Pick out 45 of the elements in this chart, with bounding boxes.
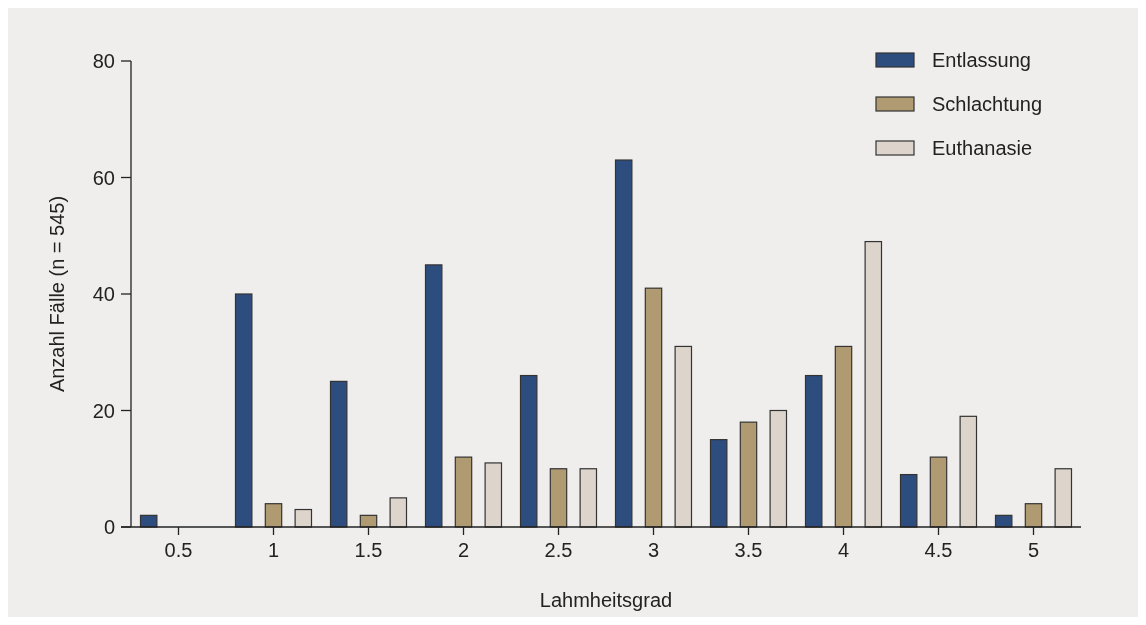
bar xyxy=(739,421,758,528)
legend-label: Schlachtung xyxy=(932,93,1043,115)
x-tick-label: 3 xyxy=(647,539,660,561)
x-tick-label: 5 xyxy=(1027,539,1040,561)
bar xyxy=(294,508,313,528)
y-tick-label: 80 xyxy=(92,50,115,72)
bar xyxy=(579,468,598,528)
bar xyxy=(454,456,473,528)
legend-label: Entlassung xyxy=(932,49,1031,71)
bar xyxy=(929,456,948,528)
bar xyxy=(674,345,693,528)
bar xyxy=(864,240,883,528)
bar xyxy=(234,293,253,528)
bar xyxy=(519,374,538,528)
y-tick-label: 60 xyxy=(92,166,115,189)
x-tick-label: 1.5 xyxy=(354,539,383,561)
y-tick-label: 40 xyxy=(92,283,115,305)
bar xyxy=(899,473,918,528)
bar xyxy=(329,380,348,528)
bar xyxy=(769,409,788,528)
bar xyxy=(804,374,823,528)
y-tick-label: 20 xyxy=(92,399,115,422)
bar xyxy=(1024,503,1043,528)
bar xyxy=(644,287,663,528)
bar xyxy=(1054,468,1073,528)
bar xyxy=(264,503,283,528)
y-tick-label: 0 xyxy=(103,516,115,538)
x-tick-label: 4.5 xyxy=(924,539,953,561)
bar xyxy=(424,264,443,528)
x-tick-label: 4 xyxy=(837,539,850,561)
bar xyxy=(709,439,728,528)
x-tick-label: 1 xyxy=(267,539,280,561)
legend-label: Euthanasie xyxy=(932,137,1033,159)
bar xyxy=(484,462,503,528)
x-tick-label: 0.5 xyxy=(164,539,193,561)
x-axis-title: Lahmheitsgrad xyxy=(539,589,673,611)
y-axis-title: Anzahl Fälle (n = 545) xyxy=(46,195,68,393)
x-tick-label: 3.5 xyxy=(734,539,763,561)
x-tick-label: 2 xyxy=(457,539,470,561)
bar xyxy=(614,159,633,528)
x-tick-label: 2.5 xyxy=(544,539,573,561)
bar xyxy=(549,468,568,528)
bar xyxy=(389,497,408,528)
bar xyxy=(834,345,853,528)
bar xyxy=(959,415,978,528)
